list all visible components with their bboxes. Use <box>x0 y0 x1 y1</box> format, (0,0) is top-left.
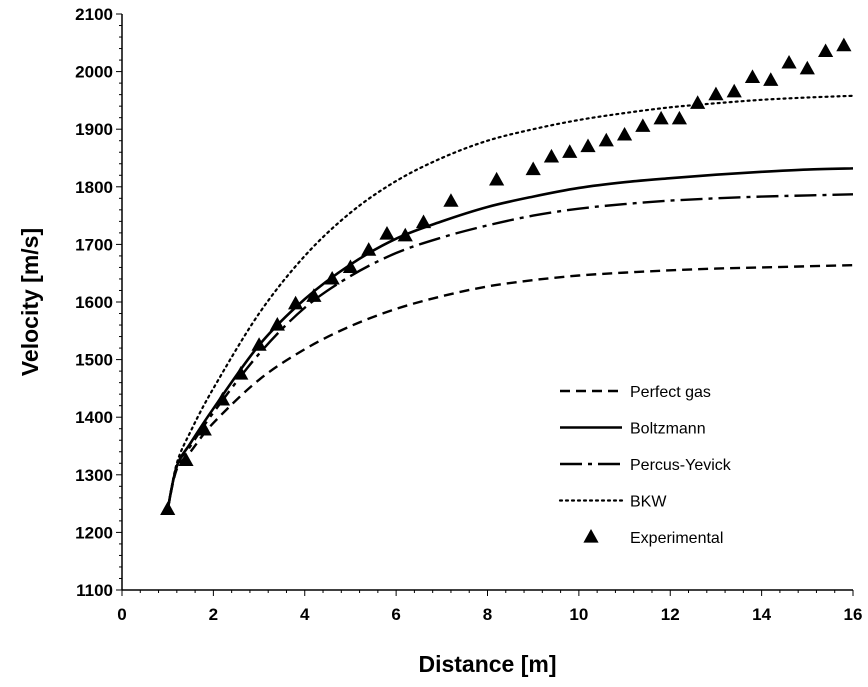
y-axis-title: Velocity [m/s] <box>17 228 43 376</box>
data-point <box>443 193 459 207</box>
legend-marker <box>583 529 599 543</box>
data-point <box>324 270 340 285</box>
x-tick-label: 8 <box>483 605 492 624</box>
x-axis-title: Distance [m] <box>418 651 556 677</box>
series-experimental <box>160 37 852 515</box>
series-line <box>166 94 855 511</box>
data-point <box>562 144 578 158</box>
data-point <box>580 138 596 153</box>
y-tick-label: 2100 <box>75 5 113 24</box>
series-perfect-gas <box>166 263 854 510</box>
legend-label: BKW <box>630 494 667 511</box>
legend-item-experimental: Experimental <box>583 529 723 547</box>
data-point <box>196 421 212 436</box>
x-tick-label: 16 <box>844 605 863 624</box>
data-point <box>288 295 304 310</box>
y-tick-label: 1600 <box>75 293 113 312</box>
y-tick-label: 1500 <box>75 351 113 370</box>
y-tick-label: 1300 <box>75 466 113 485</box>
data-point <box>635 118 651 132</box>
y-tick-label: 1800 <box>75 178 113 197</box>
x-tick-label: 4 <box>300 605 310 624</box>
y-tick-label: 1200 <box>75 523 113 542</box>
data-point <box>489 171 505 186</box>
data-point <box>525 161 541 176</box>
x-tick-label: 14 <box>752 605 771 624</box>
x-tick-label: 10 <box>569 605 588 624</box>
data-point <box>690 95 706 109</box>
data-point <box>306 288 322 302</box>
data-point <box>233 366 249 380</box>
data-point <box>616 126 633 141</box>
data-point <box>397 227 413 242</box>
axes: 1100 1200 1300 1400 1500 1600 1700 1800 1900 2000… <box>75 5 862 624</box>
data-point <box>379 226 395 240</box>
data-point <box>598 132 614 147</box>
x-tick-label: 6 <box>391 605 400 624</box>
y-tick-label: 2000 <box>75 63 113 82</box>
legend-item-boltzmann: Boltzmann <box>560 421 706 438</box>
legend-label: Percus-Yevick <box>630 457 732 474</box>
y-tick-label: 1900 <box>75 120 113 139</box>
data-point <box>543 148 560 163</box>
data-point <box>251 337 267 351</box>
series-line <box>166 193 854 510</box>
series-line <box>166 167 854 510</box>
data-point <box>708 86 724 101</box>
data-point <box>799 60 815 75</box>
data-point <box>763 72 779 86</box>
y-tick-label: 1700 <box>75 235 113 254</box>
legend-label: Perfect gas <box>630 384 711 401</box>
y-tick-label: 1400 <box>75 408 113 427</box>
data-point <box>415 214 432 229</box>
legend-label: Experimental <box>630 530 723 547</box>
x-tick-label: 12 <box>661 605 680 624</box>
data-point <box>160 501 176 515</box>
x-tick-label: 0 <box>117 605 126 624</box>
x-tick-label: 2 <box>209 605 218 624</box>
legend-item-percus-yevick: Percus-Yevick <box>560 457 732 474</box>
series-percus-yevick <box>166 193 854 510</box>
data-point <box>653 110 669 125</box>
data-point <box>342 259 359 274</box>
legend-item-perfect-gas: Perfect gas <box>560 384 711 401</box>
data-point <box>361 242 377 256</box>
legend-label: Boltzmann <box>630 421 706 438</box>
data-point <box>671 110 687 125</box>
y-tick-label: 1100 <box>76 581 113 600</box>
series-layer <box>160 37 855 515</box>
data-point <box>781 54 797 69</box>
data-point <box>726 83 742 98</box>
legend: Perfect gas Boltzmann Percus-Yevick BKW Expe… <box>558 384 732 547</box>
data-point <box>836 37 852 52</box>
legend-item-bkw: BKW <box>558 494 667 511</box>
data-point <box>269 317 285 331</box>
data-point <box>744 69 761 83</box>
data-point <box>178 452 194 466</box>
data-point <box>817 43 834 58</box>
series-bkw <box>166 94 855 511</box>
series-boltzmann <box>166 167 854 510</box>
data-point <box>214 391 231 406</box>
series-line <box>166 263 854 510</box>
